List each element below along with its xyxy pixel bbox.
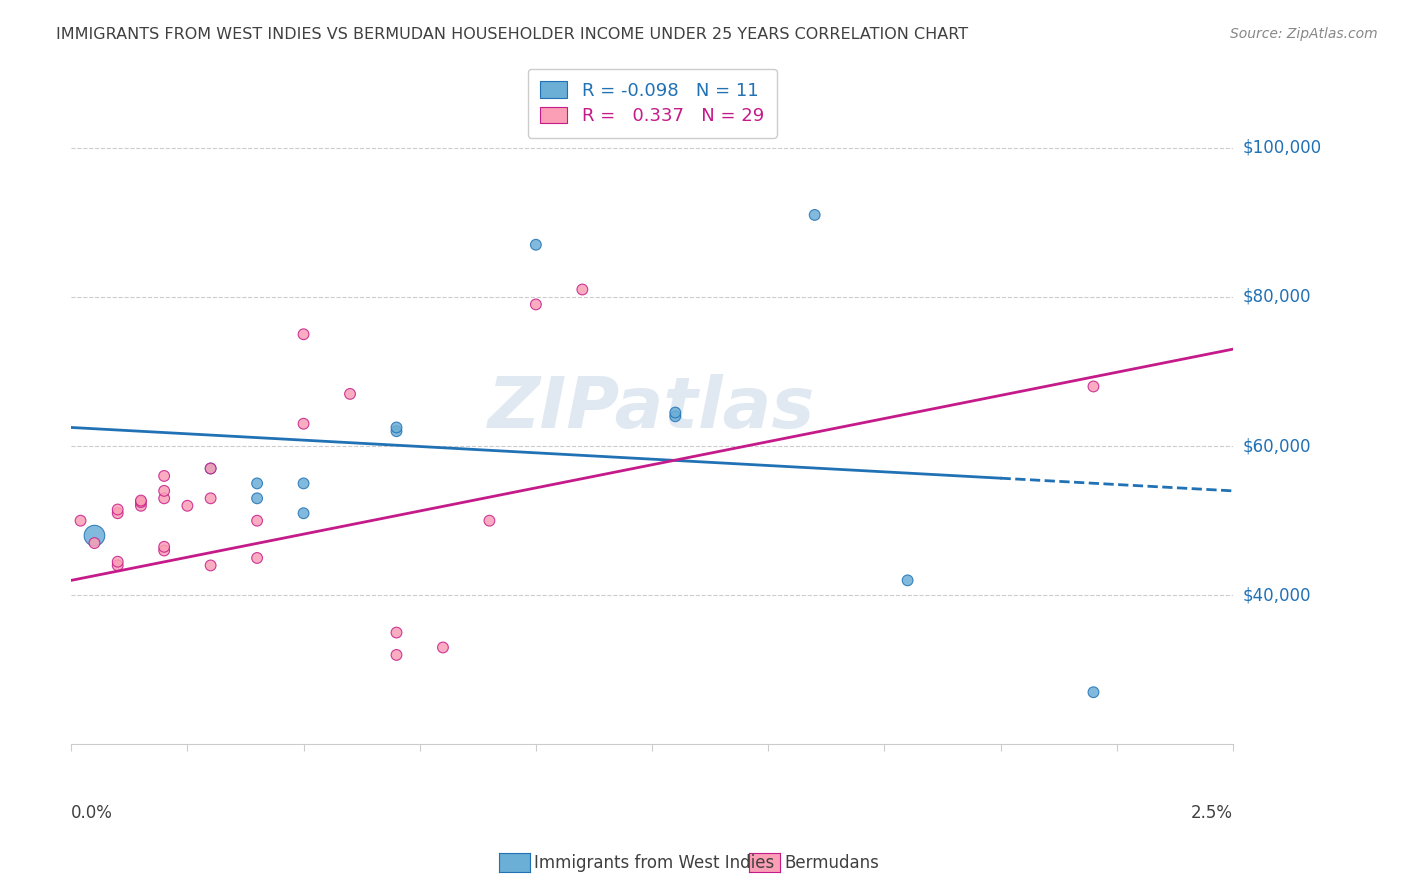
Point bbox=[107, 506, 129, 520]
Text: $80,000: $80,000 bbox=[1241, 288, 1310, 306]
Point bbox=[129, 495, 152, 509]
Point bbox=[1083, 379, 1105, 393]
Point bbox=[246, 491, 269, 506]
Point bbox=[897, 574, 920, 588]
Point bbox=[107, 555, 129, 569]
Point bbox=[153, 469, 176, 483]
Point bbox=[803, 208, 825, 222]
Point bbox=[385, 625, 408, 640]
Point bbox=[107, 502, 129, 516]
Point bbox=[478, 514, 501, 528]
Text: $40,000: $40,000 bbox=[1241, 586, 1310, 604]
Point bbox=[69, 514, 91, 528]
Point bbox=[292, 506, 315, 520]
Point bbox=[246, 551, 269, 566]
Point bbox=[1083, 685, 1105, 699]
Point bbox=[153, 540, 176, 554]
Point bbox=[432, 640, 454, 655]
Point bbox=[339, 387, 361, 401]
Point bbox=[292, 476, 315, 491]
Point bbox=[524, 297, 547, 311]
Point bbox=[292, 417, 315, 431]
Point bbox=[524, 237, 547, 252]
Point bbox=[385, 648, 408, 662]
Point bbox=[200, 558, 222, 573]
Point bbox=[385, 424, 408, 438]
Point bbox=[129, 499, 152, 513]
Text: Immigrants from West Indies: Immigrants from West Indies bbox=[534, 854, 775, 871]
Text: $60,000: $60,000 bbox=[1241, 437, 1310, 455]
Point bbox=[83, 528, 105, 542]
Point bbox=[246, 476, 269, 491]
Text: 0.0%: 0.0% bbox=[72, 804, 112, 822]
Point bbox=[664, 406, 686, 420]
Legend: R = -0.098   N = 11, R =   0.337   N = 29: R = -0.098 N = 11, R = 0.337 N = 29 bbox=[527, 69, 776, 138]
Point bbox=[153, 543, 176, 558]
Text: IMMIGRANTS FROM WEST INDIES VS BERMUDAN HOUSEHOLDER INCOME UNDER 25 YEARS CORREL: IMMIGRANTS FROM WEST INDIES VS BERMUDAN … bbox=[56, 27, 969, 42]
Point bbox=[246, 514, 269, 528]
Text: ZIPatlas: ZIPatlas bbox=[488, 375, 815, 443]
Point bbox=[292, 327, 315, 342]
Point bbox=[664, 409, 686, 424]
Point bbox=[153, 483, 176, 498]
Point bbox=[176, 499, 198, 513]
Text: Bermudans: Bermudans bbox=[785, 854, 879, 871]
Text: Source: ZipAtlas.com: Source: ZipAtlas.com bbox=[1230, 27, 1378, 41]
Point bbox=[200, 491, 222, 506]
Point bbox=[385, 420, 408, 434]
Point bbox=[153, 491, 176, 506]
Point bbox=[571, 283, 593, 297]
Point bbox=[200, 461, 222, 475]
Point bbox=[129, 493, 152, 508]
Text: $100,000: $100,000 bbox=[1241, 139, 1322, 157]
Text: 2.5%: 2.5% bbox=[1191, 804, 1233, 822]
Point bbox=[200, 461, 222, 475]
Point bbox=[83, 536, 105, 550]
Point bbox=[107, 558, 129, 573]
